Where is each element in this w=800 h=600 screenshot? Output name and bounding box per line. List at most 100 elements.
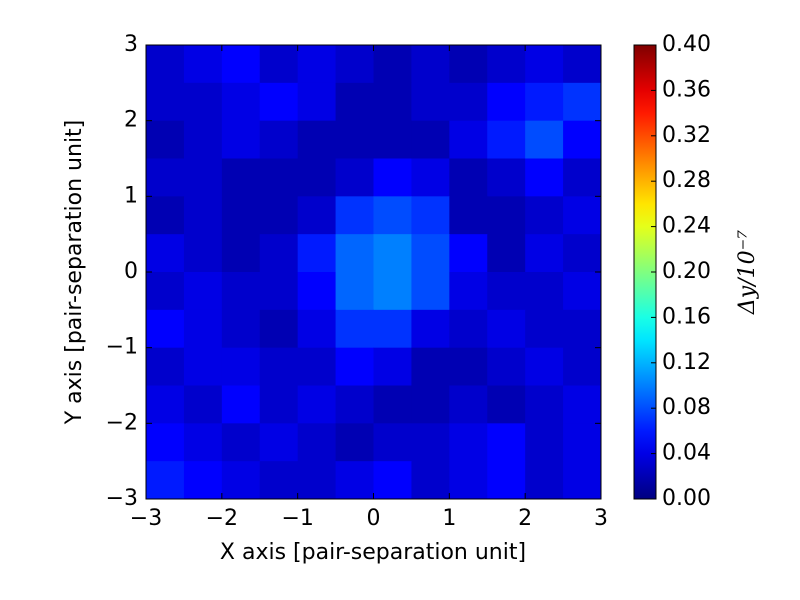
- heatmap-cell: [297, 347, 337, 386]
- heatmap-cell: [259, 272, 299, 311]
- heatmap-cell: [487, 234, 526, 273]
- y-tick-label: 2: [124, 108, 138, 133]
- colorbar-tick-label: 0.08: [662, 395, 711, 420]
- heatmap-cell: [449, 82, 488, 122]
- heatmap-cell: [563, 45, 602, 84]
- heatmap-cell: [297, 120, 337, 159]
- heatmap-cell: [221, 82, 261, 122]
- heatmap-cell: [411, 423, 450, 462]
- heatmap-cell: [487, 196, 526, 235]
- colorbar-tick-label: 0.32: [662, 123, 711, 148]
- heatmap-cell: [563, 158, 602, 197]
- heatmap-cell: [563, 423, 602, 462]
- heatmap-cell: [335, 385, 374, 424]
- heatmap-cell: [297, 45, 337, 84]
- colorbar-tick-label: 0.20: [662, 259, 711, 284]
- x-tick-label: −1: [281, 506, 313, 531]
- heatmap-cell: [183, 385, 223, 424]
- heatmap-cell: [146, 309, 185, 349]
- heatmap-cell: [373, 45, 412, 84]
- heatmap-cell: [297, 385, 337, 424]
- y-tick-label: −3: [106, 486, 138, 511]
- heatmap-cell: [563, 120, 602, 159]
- heatmap-cell: [335, 347, 374, 386]
- heatmap-cell: [411, 272, 450, 311]
- heatmap-cell: [449, 423, 488, 462]
- x-tick-label: −2: [206, 506, 238, 531]
- heatmap-cell: [221, 45, 261, 84]
- heatmap-cell: [259, 423, 299, 462]
- heatmap-cell: [259, 234, 299, 273]
- heatmap-cell: [146, 82, 185, 122]
- heatmap-cell: [183, 309, 223, 349]
- heatmap-cell: [449, 158, 488, 197]
- heatmap-cell: [525, 158, 564, 197]
- heatmap-cell: [563, 82, 602, 122]
- heatmap-cell: [373, 461, 412, 500]
- heatmap-cell: [449, 234, 488, 273]
- heatmap-cell: [146, 158, 185, 197]
- heatmap-cell: [146, 196, 185, 235]
- heatmap-cell: [563, 272, 602, 311]
- heatmap-cell: [146, 347, 185, 386]
- heatmap-cell: [146, 120, 185, 159]
- heatmap-cell: [525, 385, 564, 424]
- heatmap-cell: [221, 234, 261, 273]
- heatmap-cell: [297, 309, 337, 349]
- heatmap-cell: [411, 385, 450, 424]
- heatmap-cell: [183, 196, 223, 235]
- heatmap-cell: [259, 158, 299, 197]
- x-tick-label: 1: [442, 506, 456, 531]
- heatmap-cell: [411, 82, 450, 122]
- heatmap-cell: [411, 158, 450, 197]
- heatmap-cell: [411, 347, 450, 386]
- heatmap-cell: [183, 461, 223, 500]
- heatmap-cell: [335, 234, 374, 273]
- heatmap-cell: [563, 385, 602, 424]
- heatmap-cell: [335, 196, 374, 235]
- heatmap-cell: [449, 272, 488, 311]
- heatmap-cell: [221, 385, 261, 424]
- heatmap-cell: [525, 347, 564, 386]
- heatmap-cell: [259, 196, 299, 235]
- heatmap-cell: [335, 272, 374, 311]
- heatmap-cell: [373, 234, 412, 273]
- heatmap-cell: [297, 423, 337, 462]
- heatmap-cell: [297, 158, 337, 197]
- heatmap-cell: [525, 309, 564, 349]
- y-tick-label: −1: [106, 335, 138, 360]
- colorbar-tick-label: 0.40: [662, 32, 711, 57]
- heatmap-cell: [221, 461, 261, 500]
- heatmap-cell: [259, 82, 299, 122]
- heatmap-cell: [563, 196, 602, 235]
- heatmap-cell: [487, 272, 526, 311]
- heatmap-cell: [221, 272, 261, 311]
- heatmap-cell: [297, 272, 337, 311]
- heatmap-cell: [146, 234, 185, 273]
- heatmap-cell: [335, 120, 374, 159]
- heatmap-cell: [563, 309, 602, 349]
- heatmap-cell: [373, 120, 412, 159]
- y-tick-label: 1: [124, 183, 138, 208]
- x-tick-label: 0: [367, 506, 381, 531]
- heatmap-cell: [183, 347, 223, 386]
- y-axis-label: Y axis [pair-separation unit]: [62, 120, 87, 426]
- heatmap-cell: [449, 120, 488, 159]
- heatmap-cell: [487, 423, 526, 462]
- heatmap-cell: [449, 309, 488, 349]
- heatmap-cell: [297, 196, 337, 235]
- x-tick-label: −3: [130, 506, 162, 531]
- colorbar-tick-label: 0.28: [662, 168, 711, 193]
- heatmap-cell: [335, 82, 374, 122]
- y-tick-label: 3: [124, 32, 138, 57]
- heatmap-cell: [563, 461, 602, 500]
- heatmap-cell: [221, 120, 261, 159]
- colorbar-label: Δy/10⁻⁷: [735, 230, 760, 315]
- heatmap-cell: [449, 347, 488, 386]
- heatmap-cell: [146, 385, 185, 424]
- heatmap-cell: [373, 347, 412, 386]
- heatmap-cell: [259, 120, 299, 159]
- heatmap-cell: [373, 82, 412, 122]
- heatmap-cell: [525, 423, 564, 462]
